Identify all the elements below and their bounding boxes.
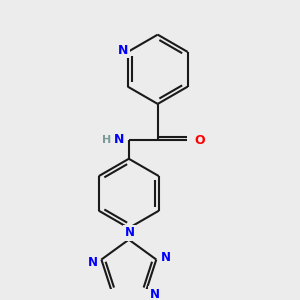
Text: N: N: [125, 226, 135, 239]
Text: N: N: [114, 133, 124, 146]
Text: N: N: [161, 251, 171, 264]
Text: N: N: [88, 256, 98, 269]
Text: N: N: [118, 44, 128, 56]
Text: N: N: [149, 288, 160, 300]
Text: O: O: [195, 134, 205, 147]
Text: H: H: [102, 134, 112, 145]
